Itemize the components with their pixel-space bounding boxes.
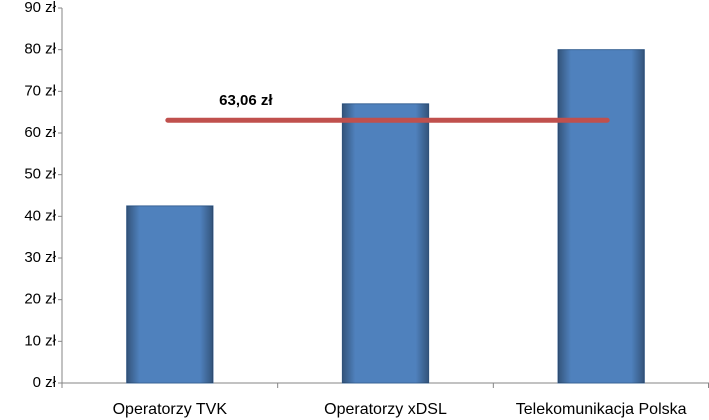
y-tick-label: 80 zł [24, 41, 56, 58]
y-tick-label: 90 zł [24, 0, 56, 16]
x-tick-label: Operatorzy xDSL [324, 401, 447, 418]
y-tick-label: 40 zł [24, 207, 56, 224]
x-tick-label: Telekomunikacja Polska [516, 401, 687, 418]
y-tick-label: 60 zł [24, 124, 56, 141]
average-label: 63,06 zł [219, 92, 273, 109]
bar-shade [558, 49, 645, 384]
y-tick-label: 0 zł [33, 374, 57, 391]
y-tick-label: 50 zł [24, 166, 56, 183]
bar-shade [342, 103, 429, 383]
y-tick-label: 70 zł [24, 82, 56, 99]
x-tick-label: Operatorzy TVK [113, 401, 228, 418]
bar-shade [126, 205, 213, 383]
y-tick-label: 30 zł [24, 249, 56, 266]
y-tick-label: 10 zł [24, 332, 56, 349]
y-tick-label: 20 zł [24, 291, 56, 308]
